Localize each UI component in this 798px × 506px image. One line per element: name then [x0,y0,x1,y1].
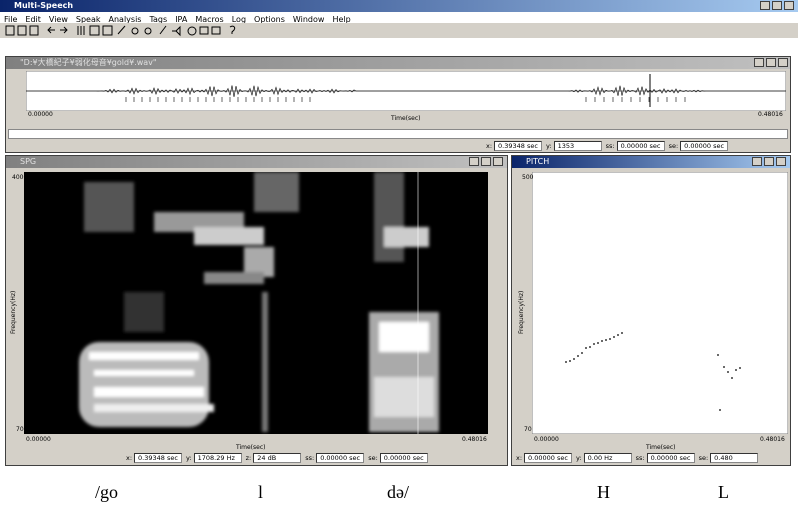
waveform [26,71,786,111]
close[interactable] [493,157,503,166]
spg-x-start: 0.00000 [26,436,51,443]
status-field: se:0.480 [699,453,759,463]
minimize[interactable] [754,58,764,67]
maximize[interactable] [764,157,774,166]
app-title-bar: Multi-Speech [0,0,798,12]
wave-x-start: 0.00000 [28,111,53,118]
status-label: z: [246,454,252,462]
toolbar-icons [0,23,300,38]
spg-y-label: Frequency(Hz) [10,291,17,334]
wave-window: "D:¥大橋紀子¥弱化母音¥gold¥.wav" 0.00000 Time(se… [5,56,791,153]
status-value: 0.39348 sec [134,453,182,463]
status-label: x: [516,454,522,462]
annotation: L [718,482,729,503]
status-label: ss: [305,454,314,462]
status-label: y: [546,142,552,150]
annotation: də/ [387,482,409,503]
status-field: y:0.00 Hz [576,453,632,463]
close[interactable] [776,157,786,166]
status-value: 1353 [554,141,602,151]
wave-x-label: Time(sec) [391,115,420,122]
minimize[interactable] [760,1,770,10]
status-field: y:1708.29 Hz [186,453,242,463]
pitch-y-top: 500 [522,174,533,181]
annotation: H [597,482,610,503]
status-value: 0.00000 sec [617,141,665,151]
status-field: ss:0.00000 sec [606,141,665,151]
status-value: 1708.29 Hz [194,453,242,463]
maximize[interactable] [481,157,491,166]
status-label: x: [126,454,132,462]
status-field: x:0.39348 sec [126,453,182,463]
status-value: 0.00000 sec [680,141,728,151]
pitch-x-label: Time(sec) [646,444,675,451]
status-value: 0.00000 sec [647,453,695,463]
close[interactable] [778,58,788,67]
status-label: se: [699,454,709,462]
annotation: /go [95,482,118,503]
wave-title: "D:¥大橋紀子¥弱化母音¥gold¥.wav" [20,58,157,67]
status-value: 0.480 [710,453,758,463]
maximize[interactable] [766,58,776,67]
annotation: l [258,482,263,503]
toolbar [0,23,798,38]
status-field: z:24 dB [246,453,302,463]
status-field: ss:0.00000 sec [636,453,695,463]
status-label: x: [486,142,492,150]
minimize[interactable] [752,157,762,166]
pitch-x-end: 0.48016 [760,436,785,443]
spg-window: SPG 4000 Frequency(Hz) 70 0.00000 Time(s… [5,155,508,466]
status-field: ss:0.00000 sec [305,453,364,463]
status-field: se:0.00000 sec [368,453,428,463]
status-value: 0.00 Hz [584,453,632,463]
spg-x-label: Time(sec) [236,444,265,451]
status-field: y:1353 [546,141,602,151]
spg-title-bar: SPG [6,156,507,168]
status-field: x:0.39348 sec [486,141,542,151]
maximize[interactable] [772,1,782,10]
screen: Multi-Speech FileEditViewSpeakAnalysisTa… [0,0,798,506]
pitch-plot [532,172,788,434]
close[interactable] [784,1,794,10]
status-label: y: [576,454,582,462]
status-label: ss: [606,142,615,150]
spg-y-top: 4000 [12,174,27,181]
pitch-x-start: 0.00000 [534,436,559,443]
wave-title-bar: "D:¥大橋紀子¥弱化母音¥gold¥.wav" [6,57,790,69]
status-value: 0.00000 sec [316,453,364,463]
status-label: se: [368,454,378,462]
pitch-y-label: Frequency(Hz) [518,291,525,334]
spg-x-end: 0.48016 [462,436,487,443]
wave-x-end: 0.48016 [758,111,783,118]
status-value: 0.39348 sec [494,141,542,151]
spg-title: SPG [20,157,36,166]
status-value: 0.00000 sec [380,453,428,463]
pitch-window: PITCH 500 Frequency(Hz) 70 0.00000 Time(… [511,155,791,466]
status-field: se:0.00000 sec [669,141,729,151]
status-label: ss: [636,454,645,462]
spg-y-bottom: 70 [16,426,24,433]
pitch-y-bottom: 70 [524,426,532,433]
spectrogram [24,172,488,434]
status-value: 24 dB [253,453,301,463]
scrollbar[interactable] [8,129,788,139]
pitch-title: PITCH [526,157,549,166]
status-value: 0.00000 sec [524,453,572,463]
minimize[interactable] [469,157,479,166]
app-title: Multi-Speech [14,1,73,10]
status-field: x:0.00000 sec [516,453,572,463]
status-label: se: [669,142,679,150]
pitch-title-bar: PITCH [512,156,790,168]
status-label: y: [186,454,192,462]
